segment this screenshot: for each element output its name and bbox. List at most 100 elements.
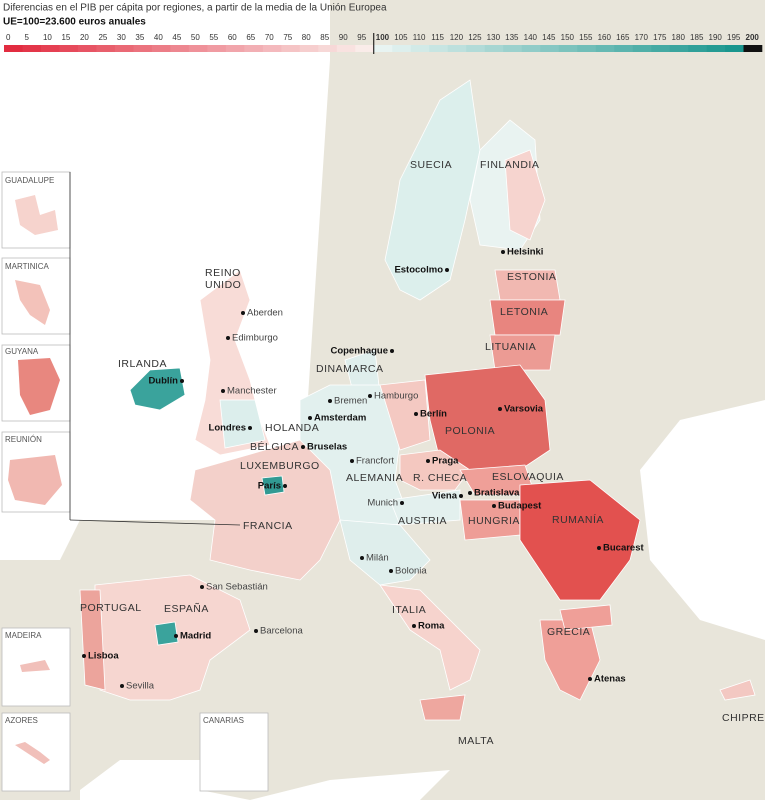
legend-swatch <box>540 45 559 52</box>
legend-tick-label: 70 <box>265 33 274 42</box>
country-label: ALEMANIA <box>346 472 403 484</box>
inset-shapes <box>8 195 62 764</box>
city-dot <box>492 504 496 508</box>
city-dot <box>301 445 305 449</box>
legend-tick-label: 85 <box>320 33 329 42</box>
city-label: Aberden <box>247 308 283 319</box>
city-label: Madrid <box>180 631 211 642</box>
country-label: AUSTRIA <box>398 515 447 527</box>
legend-tick-label: 50 <box>191 33 200 42</box>
legend-swatch <box>96 45 116 52</box>
city-dot <box>459 494 463 498</box>
city-label: Helsinki <box>507 247 543 258</box>
city-label: Praga <box>432 456 459 467</box>
city-dot <box>308 416 312 420</box>
legend-tick-label: 140 <box>524 33 538 42</box>
legend-tick-label: 100 <box>376 33 390 42</box>
legend-tick-label: 135 <box>505 33 519 42</box>
legend-swatch <box>170 45 190 52</box>
legend-swatch <box>688 45 707 52</box>
legend-swatch <box>299 45 319 52</box>
city-dot <box>445 268 449 272</box>
legend-tick-label: 65 <box>246 33 255 42</box>
legend-swatch <box>40 45 60 52</box>
legend: 0 5 10 15 20 25 30 35 40 45 50 55 60 65 70 75 80 85 90 95 10… <box>4 33 763 54</box>
city-label: Dublín <box>148 376 178 387</box>
legend-swatch <box>669 45 689 52</box>
legend-tick-label: 20 <box>80 33 89 42</box>
city-label: Roma <box>418 621 445 632</box>
city-label: Bruselas <box>307 442 347 453</box>
country-label: R. CHECA <box>413 472 467 484</box>
legend-swatch <box>725 45 744 52</box>
legend-swatch <box>59 45 79 52</box>
country-label: LITUANIA <box>485 341 536 353</box>
city-label: Bratislava <box>474 488 520 499</box>
legend-tick-label: 115 <box>431 33 444 42</box>
city-label: Lisboa <box>88 651 119 662</box>
country-label: DINAMARCA <box>316 363 384 375</box>
legend-swatch <box>651 45 670 52</box>
legend-swatch <box>392 45 412 52</box>
inset-label: GUYANA <box>5 347 39 356</box>
legend-tick-label: 185 <box>690 33 704 42</box>
legend-tick-label: 10 <box>43 33 52 42</box>
legend-swatch <box>318 45 338 52</box>
legend-tick-label: 35 <box>135 33 144 42</box>
country-label: ESPAÑA <box>164 602 209 615</box>
legend-swatch <box>410 45 430 52</box>
legend-swatch <box>188 45 208 52</box>
city-label: Bremen <box>334 396 367 407</box>
country-label: GRECIA <box>547 626 590 638</box>
country-label: HOLANDA <box>265 422 319 434</box>
city-dot <box>174 634 178 638</box>
legend-tick-label: 30 <box>117 33 126 42</box>
city-dot <box>82 654 86 658</box>
city-label: Varsovia <box>504 404 544 415</box>
city-dot <box>221 389 225 393</box>
city-label: Estocolmo <box>394 265 443 276</box>
city-dot <box>588 677 592 681</box>
legend-tick-label: 105 <box>394 33 408 42</box>
city-label: Barcelona <box>260 626 303 637</box>
city-dot <box>328 399 332 403</box>
legend-swatch <box>114 45 134 52</box>
legend-swatch <box>151 45 171 52</box>
city-label: Manchester <box>227 386 277 397</box>
legend-tick-label: 180 <box>672 33 686 42</box>
country-label: REINO <box>205 267 241 279</box>
legend-swatch <box>429 45 449 52</box>
city-label: Edimburgo <box>232 333 278 344</box>
city-label: Bucarest <box>603 543 644 554</box>
inset-label: MADEIRA <box>5 631 42 640</box>
city-label: Copenhague <box>330 346 388 357</box>
title: Diferencias en el PIB per cápita por reg… <box>3 3 387 14</box>
legend-tick-label: 145 <box>542 33 556 42</box>
legend-tick-label: 55 <box>209 33 218 42</box>
country-label: MALTA <box>458 735 494 747</box>
city-dot <box>426 459 430 463</box>
city-dot <box>389 569 393 573</box>
legend-swatch <box>244 45 264 52</box>
legend-tick-label: 165 <box>616 33 630 42</box>
legend-tick-label: 190 <box>709 33 723 42</box>
legend-tick-label: 0 <box>6 33 11 42</box>
legend-tick-label: 60 <box>228 33 237 42</box>
legend-swatch <box>355 45 375 52</box>
legend-swatch <box>207 45 227 52</box>
country-label: RUMANÍA <box>552 513 604 526</box>
inset-label: GUADALUPE <box>5 176 54 185</box>
legend-tick-label: 170 <box>635 33 649 42</box>
legend-swatch <box>484 45 504 52</box>
city-dot <box>200 585 204 589</box>
legend-swatch <box>503 45 522 52</box>
country-label: HUNGRIA <box>468 515 520 527</box>
city-dot <box>241 311 245 315</box>
legend-tick-label: 130 <box>487 33 501 42</box>
city-label: Viena <box>432 491 458 502</box>
city-label: Hamburgo <box>374 391 418 402</box>
city-label: París <box>258 481 281 492</box>
legend-tick-label: 80 <box>302 33 311 42</box>
city-dot <box>390 349 394 353</box>
city-label: Munich <box>367 498 398 509</box>
